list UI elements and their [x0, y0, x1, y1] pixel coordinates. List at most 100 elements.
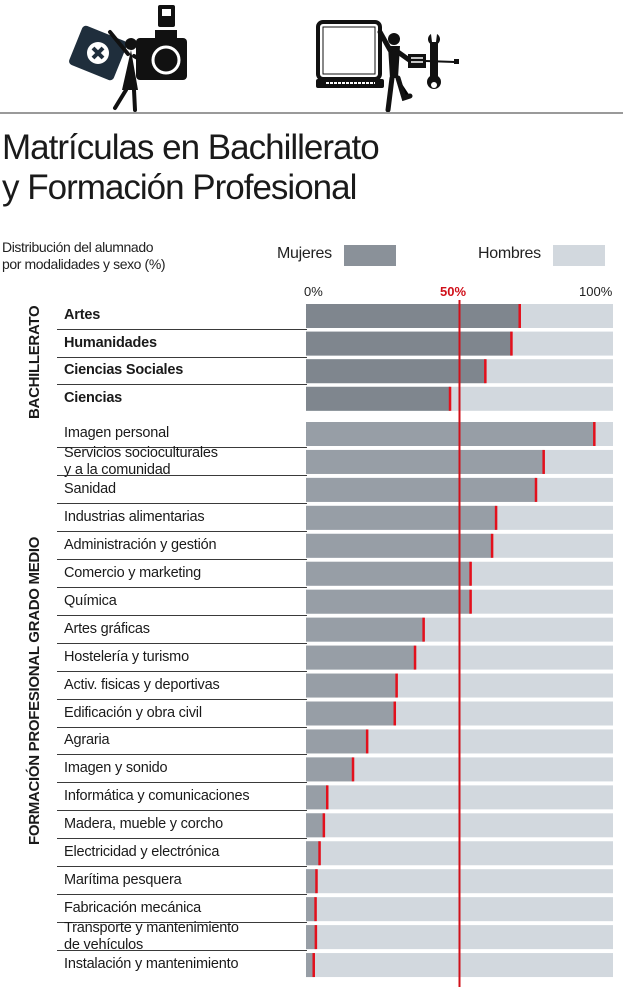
bar-end-marker — [314, 897, 317, 922]
row-separator — [57, 698, 307, 700]
category-label: Imagen personal — [64, 425, 170, 441]
category-label: Electricidad y electrónica — [64, 844, 220, 861]
woman-figure-icon — [108, 30, 150, 112]
legend-label-mujeres: Mujeres — [277, 245, 332, 262]
bar-mujeres — [306, 505, 497, 530]
category-label: Servicios socioculturales y a la comunid… — [64, 444, 218, 478]
category-label: Activ. fisicas y deportivas — [64, 676, 220, 693]
category-label: Artes — [64, 307, 101, 323]
row-separator — [57, 670, 307, 672]
bar-end-marker — [484, 359, 487, 384]
bar-mujeres — [306, 869, 317, 894]
row-separator — [57, 614, 307, 616]
category-label: Marítima pesquera — [64, 872, 182, 889]
row-separator — [57, 530, 307, 532]
bar-end-marker — [395, 673, 398, 698]
bar-mujeres — [306, 449, 544, 474]
bar-mujeres — [306, 359, 486, 384]
bar-mujeres — [306, 925, 317, 950]
row-separator — [57, 586, 307, 588]
category-label: Química — [64, 592, 117, 609]
category-label: Comercio y marketing — [64, 564, 202, 581]
category-label: Transporte y mantenimiento de vehículos — [64, 920, 239, 954]
bar-end-marker — [542, 449, 545, 474]
row-separator — [57, 474, 307, 476]
row-separator — [57, 950, 307, 952]
row-separator — [57, 726, 307, 728]
bar-end-marker — [315, 869, 318, 894]
row-separator — [57, 447, 307, 448]
category-label: Ciencias — [64, 389, 123, 406]
bar-end-marker — [314, 925, 318, 950]
row-separator — [57, 356, 307, 358]
bar-mujeres — [306, 673, 397, 698]
bar-mujeres — [306, 729, 368, 754]
bar-end-marker — [325, 785, 329, 810]
row-separator — [57, 838, 307, 840]
chart-title: Matrículas en Bachillerato y Formación P… — [2, 128, 380, 208]
bar-end-marker — [534, 477, 538, 502]
legend-swatch-hombres — [553, 245, 605, 266]
bar-end-marker — [413, 645, 417, 670]
tick-label-0: 0% — [304, 284, 323, 299]
bar-end-marker — [510, 331, 513, 356]
category-label: Agraria — [64, 732, 110, 749]
category-label: Madera, mueble y corcho — [64, 816, 224, 833]
bar-end-marker — [469, 589, 472, 614]
row-separator — [57, 329, 307, 330]
row-separator — [57, 384, 307, 386]
row-separator — [57, 502, 307, 504]
bar-mujeres — [306, 422, 595, 446]
bar-mujeres — [306, 561, 471, 586]
chart-subtitle: Distribución del alumnado por modalidade… — [2, 239, 166, 273]
chart-subtitle-line-1: Distribución del alumnado — [2, 239, 154, 255]
bar-mujeres — [306, 617, 424, 642]
bar-end-marker — [490, 533, 494, 558]
category-label: Administración y gestión — [64, 536, 217, 553]
first-aid-kit-icon — [69, 25, 127, 81]
category-label: Imagen y sonido — [64, 760, 168, 777]
bar-mujeres — [306, 757, 354, 782]
bar-end-marker — [312, 953, 315, 978]
category-label: Edificación y obra civil — [64, 704, 202, 721]
bar-mujeres — [306, 701, 396, 726]
row-separator — [57, 866, 307, 868]
chart-title-line-1: Matrículas en Bachillerato — [2, 128, 380, 167]
bar-end-marker — [518, 304, 521, 328]
bar-mujeres — [306, 533, 493, 558]
row-separator — [57, 922, 307, 924]
category-label: Humanidades — [64, 334, 157, 351]
bar-end-marker — [448, 386, 452, 411]
category-label: Ciencias Sociales — [64, 362, 184, 379]
bar-mujeres — [306, 304, 520, 328]
bar-end-marker — [351, 757, 355, 782]
bar-mujeres — [306, 897, 316, 922]
category-label: Hostelería y turismo — [64, 648, 189, 665]
bar-end-marker — [494, 505, 498, 530]
bar-mujeres — [306, 841, 320, 866]
bar-mujeres — [306, 477, 537, 502]
tick-label-100: 100% — [579, 284, 613, 299]
row-separator — [57, 558, 307, 560]
bar-end-marker — [365, 729, 369, 754]
laptop-icon — [316, 20, 384, 88]
row-separator — [57, 754, 307, 756]
bar-end-marker — [322, 813, 326, 838]
category-label: Fabricación mecánica — [64, 900, 202, 917]
tick-label-50: 50% — [440, 284, 467, 299]
category-label: Artes gráficas — [64, 620, 150, 637]
camera-icon — [136, 5, 187, 80]
category-label: Industrias alimentarias — [64, 508, 205, 525]
bar-end-marker — [393, 701, 397, 726]
row-separator — [57, 782, 307, 784]
row-separator — [57, 642, 307, 644]
screwdriver-icon — [408, 54, 459, 68]
bar-end-marker — [318, 841, 321, 866]
bar-mujeres — [306, 331, 512, 356]
row-separator — [57, 810, 307, 812]
bar-mujeres — [306, 589, 471, 614]
bar-mujeres — [306, 953, 314, 978]
bar-mujeres — [306, 785, 328, 810]
bar-end-marker — [422, 617, 425, 642]
